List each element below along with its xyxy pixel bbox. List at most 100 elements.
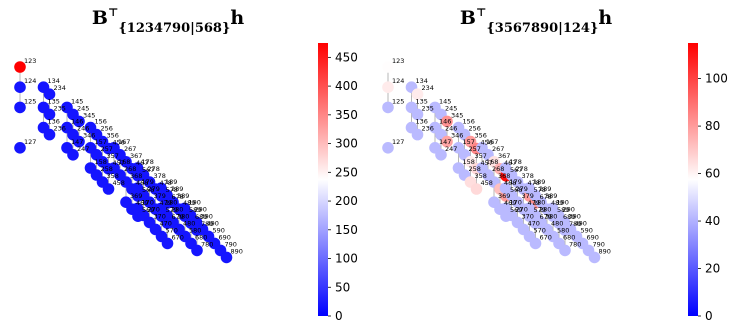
node-label: 134: [48, 77, 60, 85]
node-label: 469: [504, 199, 516, 207]
node-label: 580: [557, 226, 569, 234]
colorbar-tick-label: 350: [335, 108, 358, 122]
node-label: 578: [534, 186, 546, 194]
graph-node: [411, 108, 424, 121]
node-label: 345: [451, 111, 463, 119]
graph-node: [588, 251, 601, 264]
node-label: 379: [154, 192, 166, 200]
node-label: 480: [551, 219, 563, 227]
node-label: 146: [71, 118, 83, 126]
node-label: 458: [481, 179, 493, 187]
graph-node: [382, 142, 394, 154]
node-label: 370: [522, 212, 534, 220]
node-label: 356: [107, 132, 119, 140]
node-label: 570: [166, 226, 178, 234]
node-label: 690: [587, 233, 599, 241]
node-label: 279: [148, 185, 160, 193]
node-label: 570: [534, 226, 546, 234]
node-label: 158: [95, 158, 107, 166]
node-label: 690: [219, 233, 231, 241]
node-label: 780: [569, 240, 581, 248]
node-label: 180: [165, 198, 177, 206]
graph-node: [382, 101, 394, 114]
node-label: 456: [113, 139, 125, 147]
node-label: 280: [539, 205, 551, 213]
node-label: 134: [416, 77, 428, 85]
node-label: 267: [124, 145, 136, 153]
node-label: 180: [533, 198, 545, 206]
colorbar-tick-label: 40: [705, 214, 720, 228]
node-label: 156: [95, 118, 107, 126]
node-label: 358: [107, 172, 119, 180]
node-label: 170: [510, 198, 522, 206]
node-label: 479: [528, 199, 540, 207]
graph-nodes: [382, 61, 601, 264]
graph-node: [67, 149, 79, 161]
node-label: 478: [528, 179, 540, 187]
node-label: 389: [545, 192, 557, 200]
node-label: 480: [183, 219, 195, 227]
colorbar-tick-label: 450: [335, 50, 358, 64]
node-label: 136: [416, 118, 428, 126]
node-label: 178: [142, 158, 154, 166]
node-label: 380: [545, 212, 557, 220]
node-label: 168: [118, 158, 130, 166]
node-label: 457: [481, 159, 493, 167]
node-label: 147: [439, 138, 451, 146]
node-label: 467: [504, 159, 516, 167]
node-label: 689: [563, 213, 575, 221]
node-label: 370: [154, 212, 166, 220]
node-label: 289: [171, 185, 183, 193]
colorbar: [688, 43, 698, 316]
colorbar-tick-label: 150: [335, 223, 358, 237]
node-label: 257: [469, 145, 481, 153]
node-label: 256: [469, 125, 481, 133]
node-label: 589: [189, 206, 201, 214]
node-label: 234: [422, 84, 434, 92]
node-label: 590: [581, 226, 593, 234]
node-label: 569: [142, 206, 154, 214]
node-label: 568: [142, 186, 154, 194]
node-label: 280: [171, 205, 183, 213]
graph-node: [73, 135, 85, 148]
graph-node: [441, 115, 453, 128]
node-label: 580: [189, 226, 201, 234]
node-label: 136: [48, 118, 60, 126]
node-label: 167: [118, 138, 130, 146]
node-label: 389: [177, 192, 189, 200]
node-label: 378: [154, 172, 166, 180]
graph-node: [191, 244, 203, 257]
node-label: 146: [439, 118, 451, 126]
graph-node: [43, 88, 56, 100]
node-label: 890: [599, 247, 611, 255]
node-label: 246: [445, 125, 457, 133]
node-label: 356: [475, 132, 487, 140]
node-label: 270: [516, 205, 528, 213]
node-label: 247: [77, 145, 89, 153]
graph-node: [14, 142, 26, 154]
node-label: 189: [533, 178, 545, 186]
colorbar-tick-label: 80: [705, 119, 720, 133]
node-label: 490: [575, 219, 587, 227]
graph-node: [73, 115, 85, 128]
node-label: 125: [392, 97, 404, 105]
node-label: 368: [130, 172, 142, 180]
node-label: 135: [416, 97, 428, 105]
node-label: 346: [83, 132, 95, 140]
node-label: 167: [486, 138, 498, 146]
node-label: 680: [563, 233, 575, 241]
node-label: 390: [569, 212, 581, 220]
node-label: 236: [54, 125, 66, 133]
node-label: 124: [24, 77, 36, 85]
node-label: 179: [142, 178, 154, 186]
node-label: 379: [522, 192, 534, 200]
colorbar-tick-label: 20: [705, 262, 720, 276]
node-label: 235: [54, 104, 66, 112]
colorbar-tick-label: 60: [705, 167, 720, 181]
graph-node: [441, 135, 453, 148]
panel-title: B⊤{1234790|568}h: [92, 6, 245, 36]
graph-nodes: [14, 61, 233, 264]
node-label: 489: [551, 199, 563, 207]
node-label: 124: [392, 77, 404, 85]
